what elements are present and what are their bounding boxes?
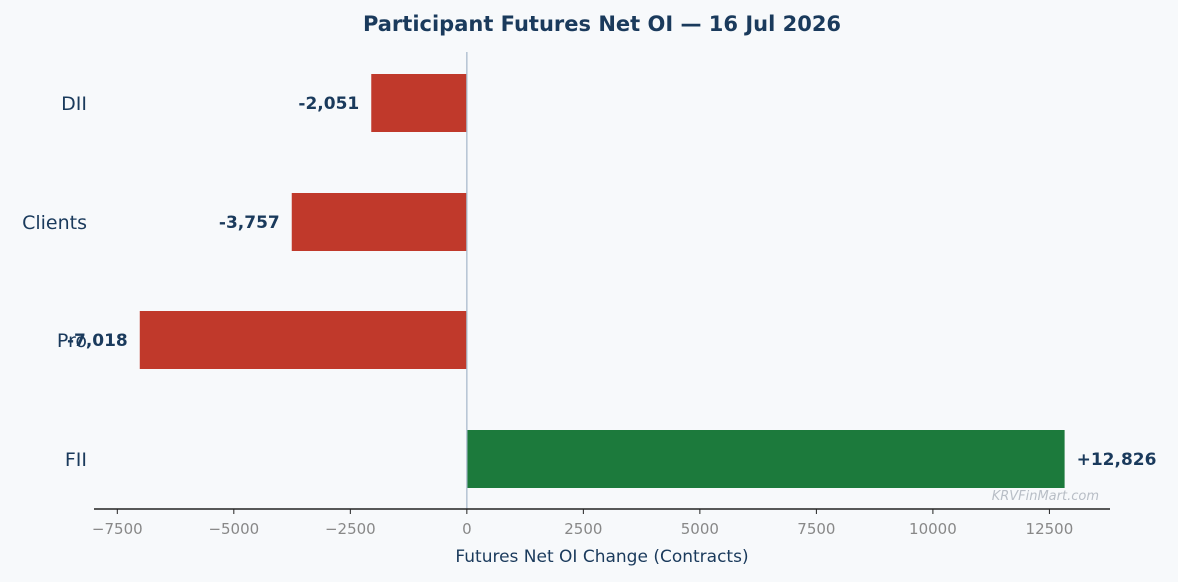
value-label-fii: +12,826: [1077, 450, 1157, 470]
bar-dii: [371, 74, 467, 132]
category-label-fii: FII: [65, 449, 87, 471]
value-label-pro: -7,018: [67, 331, 128, 351]
x-tick-label: −2500: [325, 520, 376, 538]
category-label-clients: Clients: [22, 212, 87, 234]
x-tick-label: −7500: [92, 520, 143, 538]
watermark: KRVFinMart.com: [992, 489, 1099, 504]
value-label-clients: -3,757: [219, 213, 280, 233]
category-label-pro: Pro: [57, 330, 87, 352]
x-tick-label: 12500: [1026, 520, 1074, 538]
bar-clients: [291, 193, 467, 251]
chart-title: Participant Futures Net OI — 16 Jul 2026: [363, 12, 841, 36]
bar-fii: [466, 430, 1065, 488]
x-tick-label: 5000: [681, 520, 719, 538]
value-label-dii: -2,051: [298, 94, 359, 114]
x-tick-label: 2500: [564, 520, 602, 538]
category-label-dii: DII: [61, 93, 87, 115]
x-tick-label: 10000: [909, 520, 957, 538]
x-tick-label: 0: [462, 520, 472, 538]
x-tick-label: 7500: [797, 520, 835, 538]
x-axis-label: Futures Net OI Change (Contracts): [455, 547, 748, 567]
bar-pro: [139, 311, 467, 369]
x-tick-label: −5000: [208, 520, 259, 538]
plot-area: DII Clients Pro FII -2,051 -3,757 -7,018 +12,82…: [22, 52, 1156, 538]
